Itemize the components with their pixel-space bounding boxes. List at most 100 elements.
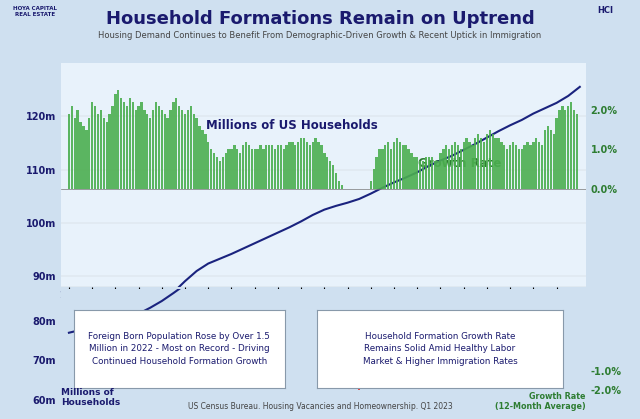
Bar	[408, 149, 410, 189]
Bar	[381, 149, 383, 189]
Bar	[251, 149, 253, 189]
Text: Foreign Born Population Rose by Over 1.5
Million in 2022 - Most on Record - Driv: Foreign Born Population Rose by Over 1.5…	[88, 332, 270, 366]
Bar	[506, 149, 508, 189]
Bar	[271, 145, 273, 189]
Bar	[332, 165, 334, 189]
Bar	[445, 145, 447, 189]
Bar	[460, 149, 462, 189]
Bar	[390, 149, 392, 189]
Text: Housing Demand Continues to Benefit From Demographic-Driven Growth & Recent Upti: Housing Demand Continues to Benefit From…	[99, 31, 541, 40]
Bar	[433, 161, 436, 189]
Bar	[70, 106, 73, 189]
Text: HCI: HCI	[596, 6, 613, 15]
Bar	[372, 169, 375, 189]
Bar	[448, 149, 451, 189]
Bar	[515, 145, 517, 189]
Bar	[361, 352, 364, 386]
Bar	[413, 157, 415, 189]
Bar	[280, 145, 282, 189]
Bar	[387, 142, 389, 189]
Bar	[123, 102, 125, 189]
Bar	[161, 110, 163, 189]
Bar	[480, 137, 483, 189]
Bar	[102, 118, 105, 189]
Bar	[346, 352, 349, 357]
Text: Growth Rate
(12-Month Average): Growth Rate (12-Month Average)	[495, 392, 586, 411]
Text: Millions of
Households: Millions of Households	[61, 388, 120, 407]
Bar	[335, 173, 337, 189]
Bar	[463, 142, 465, 189]
Bar	[564, 110, 566, 189]
Bar	[454, 142, 456, 189]
Bar	[221, 157, 224, 189]
Bar	[207, 142, 209, 189]
Bar	[111, 106, 114, 189]
Bar	[74, 118, 76, 189]
Bar	[312, 142, 314, 189]
Bar	[204, 134, 207, 189]
Bar	[170, 110, 172, 189]
Bar	[550, 130, 552, 189]
Bar	[143, 110, 145, 189]
Bar	[483, 142, 485, 189]
Bar	[503, 145, 506, 189]
Bar	[140, 102, 143, 189]
Bar	[88, 118, 90, 189]
Bar	[253, 149, 256, 189]
Bar	[216, 157, 218, 189]
Bar	[376, 157, 378, 189]
Bar	[138, 106, 140, 189]
Bar	[489, 130, 491, 189]
Bar	[230, 149, 232, 189]
Bar	[576, 114, 578, 189]
Bar	[338, 181, 340, 189]
Bar	[184, 114, 186, 189]
Bar	[401, 145, 404, 189]
Bar	[79, 122, 82, 189]
Bar	[172, 102, 175, 189]
Bar	[198, 126, 201, 189]
Bar	[320, 145, 323, 189]
Bar	[370, 181, 372, 189]
Bar	[117, 91, 120, 189]
Bar	[526, 142, 529, 189]
Bar	[396, 137, 398, 189]
Bar	[451, 145, 453, 189]
Bar	[524, 145, 526, 189]
Bar	[262, 149, 264, 189]
Bar	[245, 142, 247, 189]
Bar	[146, 114, 148, 189]
Bar	[239, 153, 241, 189]
Bar	[547, 126, 549, 189]
Bar	[349, 352, 351, 363]
Bar	[126, 106, 128, 189]
Text: Household Formation Growth Rate
Remains Solid Amid Healthy Labor
Market & Higher: Household Formation Growth Rate Remains …	[363, 332, 517, 366]
Bar	[492, 134, 494, 189]
Text: US Census Bureau. Housing Vacancies and Homeownership. Q1 2023: US Census Bureau. Housing Vacancies and …	[188, 403, 452, 411]
Bar	[425, 157, 427, 189]
Bar	[265, 145, 268, 189]
Bar	[471, 145, 474, 189]
Bar	[561, 106, 564, 189]
Bar	[329, 161, 332, 189]
Bar	[404, 145, 407, 189]
Bar	[573, 110, 575, 189]
Bar	[367, 352, 369, 363]
Bar	[317, 142, 320, 189]
Bar	[326, 157, 328, 189]
Bar	[213, 153, 215, 189]
Bar	[120, 98, 122, 189]
Bar	[236, 149, 239, 189]
Bar	[419, 161, 421, 189]
Bar	[187, 110, 189, 189]
Bar	[108, 114, 111, 189]
Bar	[129, 98, 131, 189]
Bar	[248, 145, 250, 189]
Bar	[358, 352, 360, 391]
Bar	[468, 142, 470, 189]
Bar	[384, 145, 387, 189]
Text: Growth Rate: Growth Rate	[418, 157, 501, 170]
Bar	[532, 142, 534, 189]
Bar	[431, 157, 433, 189]
Bar	[94, 106, 96, 189]
